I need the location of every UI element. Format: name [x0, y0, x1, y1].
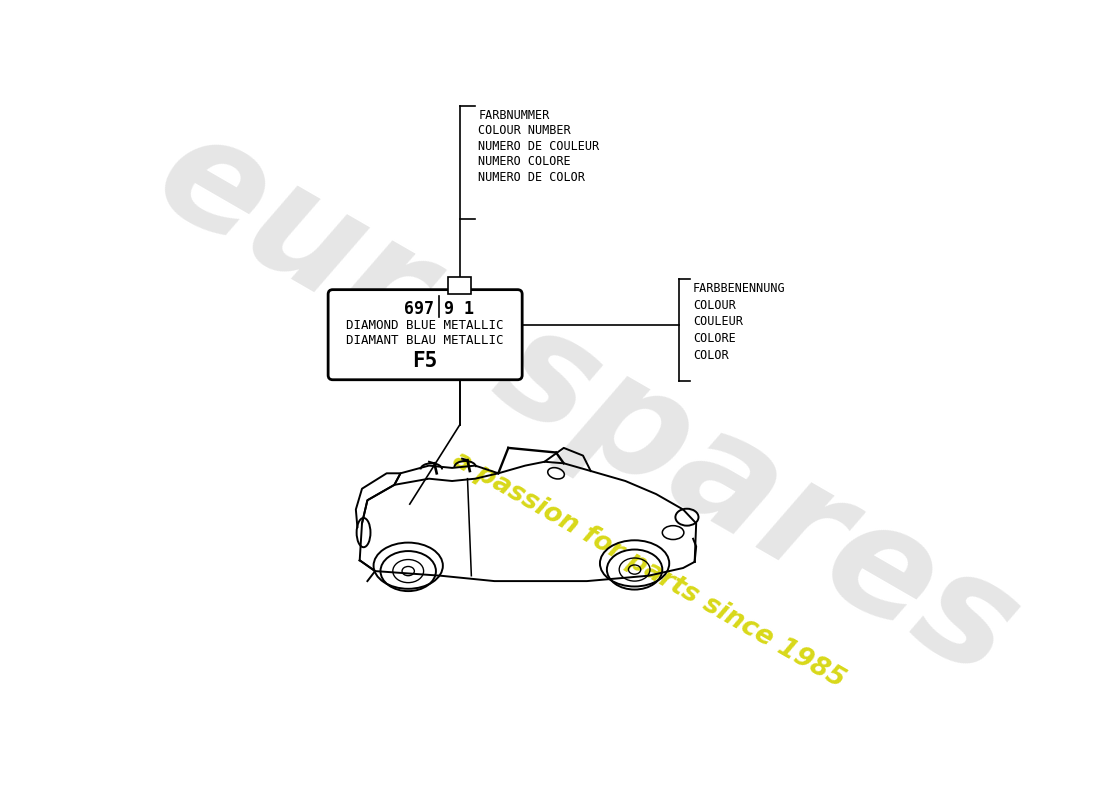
Text: NUMERO DE COULEUR: NUMERO DE COULEUR — [478, 140, 600, 153]
Text: NUMERO DE COLOR: NUMERO DE COLOR — [478, 170, 585, 184]
Text: a passion for parts since 1985: a passion for parts since 1985 — [448, 446, 849, 693]
Text: FARBBENENNUNG: FARBBENENNUNG — [693, 282, 785, 294]
Text: 697: 697 — [405, 299, 435, 318]
Text: FARBNUMMER: FARBNUMMER — [478, 109, 550, 122]
Bar — [449, 278, 472, 294]
Text: 9 1: 9 1 — [443, 299, 474, 318]
Text: COLOUR NUMBER: COLOUR NUMBER — [478, 125, 571, 138]
Text: NUMERO COLORE: NUMERO COLORE — [478, 155, 571, 168]
Text: F5: F5 — [412, 351, 438, 371]
Text: DIAMANT BLAU METALLIC: DIAMANT BLAU METALLIC — [346, 334, 504, 347]
Text: COLORE: COLORE — [693, 332, 736, 346]
Text: COULEUR: COULEUR — [693, 315, 742, 329]
Text: DIAMOND BLUE METALLIC: DIAMOND BLUE METALLIC — [346, 319, 504, 332]
Text: COLOR: COLOR — [693, 350, 728, 362]
FancyBboxPatch shape — [328, 290, 522, 380]
Text: eurospares: eurospares — [131, 98, 1043, 710]
Text: COLOUR: COLOUR — [693, 298, 736, 311]
